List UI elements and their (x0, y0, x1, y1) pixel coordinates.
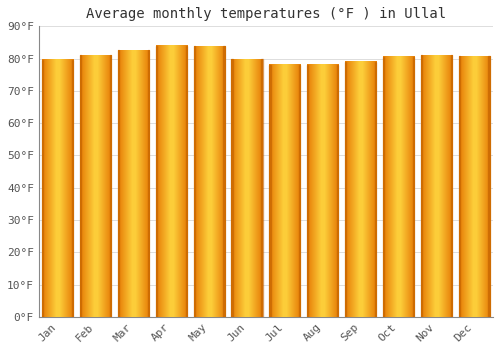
Bar (72, 60, 74, 317)
Bar (186, 46, 187, 317)
Bar (110, 55, 111, 317)
Bar (148, 50, 149, 317)
Bar (337, 65, 338, 317)
Bar (232, 59, 262, 317)
Bar (80, 55, 82, 317)
Bar (156, 46, 187, 317)
Bar (421, 55, 452, 317)
Bar (488, 56, 490, 317)
Bar (383, 57, 414, 317)
Bar (42, 60, 74, 317)
Bar (345, 62, 376, 317)
Bar (307, 65, 338, 317)
Bar (270, 65, 300, 317)
Bar (80, 55, 111, 317)
Bar (118, 50, 149, 317)
Bar (299, 65, 300, 317)
Bar (458, 56, 460, 317)
Bar (383, 57, 384, 317)
Bar (345, 62, 346, 317)
Bar (421, 55, 422, 317)
Bar (375, 62, 376, 317)
Title: Average monthly temperatures (°F ) in Ullal: Average monthly temperatures (°F ) in Ul… (86, 7, 446, 21)
Bar (194, 46, 195, 317)
Bar (194, 46, 224, 317)
Bar (156, 46, 157, 317)
Bar (42, 60, 43, 317)
Bar (458, 56, 490, 317)
Bar (118, 50, 119, 317)
Bar (412, 57, 414, 317)
Bar (307, 65, 308, 317)
Bar (450, 55, 452, 317)
